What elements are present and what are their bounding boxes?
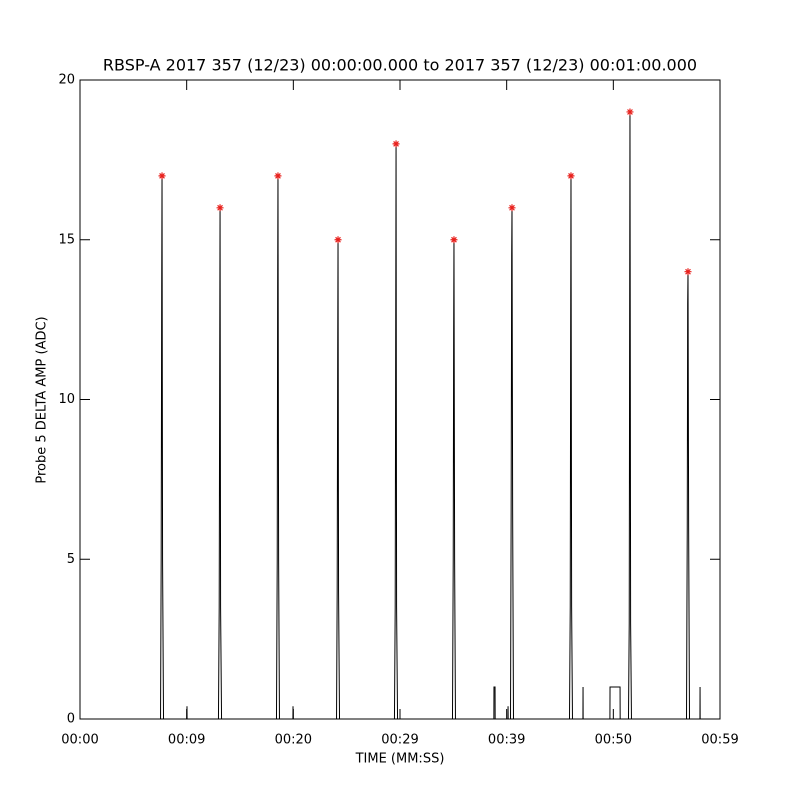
x-tick-label: 00:29 <box>381 733 418 748</box>
trace-line <box>80 111 720 720</box>
plot-frame <box>79 79 721 720</box>
x-tick-label: 00:09 <box>168 733 205 748</box>
peak-marker <box>158 172 166 180</box>
x-axis-label: TIME (MM:SS) <box>355 752 445 767</box>
x-tick-label: 00:39 <box>488 733 525 748</box>
y-tick-label: 0 <box>67 712 75 727</box>
peak-marker <box>274 172 282 180</box>
y-tick-label: 5 <box>67 552 75 567</box>
y-tick-label: 10 <box>58 392 75 407</box>
x-tick-label: 00:20 <box>275 733 312 748</box>
x-tick-label: 00:50 <box>595 733 632 748</box>
peak-marker <box>508 204 516 212</box>
peak-marker <box>450 236 458 244</box>
chart-title: RBSP-A 2017 357 (12/23) 00:00:00.000 to … <box>103 56 697 75</box>
peak-marker <box>567 172 575 180</box>
peak-marker <box>392 140 400 148</box>
peak-marker <box>684 268 692 276</box>
y-axis-label: Probe 5 DELTA AMP (ADC) <box>35 316 50 483</box>
peak-marker <box>216 204 224 212</box>
y-tick-label: 15 <box>58 232 75 247</box>
peak-marker <box>626 108 634 116</box>
peak-marker <box>334 236 342 244</box>
x-tick-label: 00:00 <box>61 733 98 748</box>
y-tick-label: 20 <box>58 73 75 88</box>
x-tick-label: 00:59 <box>701 733 738 748</box>
